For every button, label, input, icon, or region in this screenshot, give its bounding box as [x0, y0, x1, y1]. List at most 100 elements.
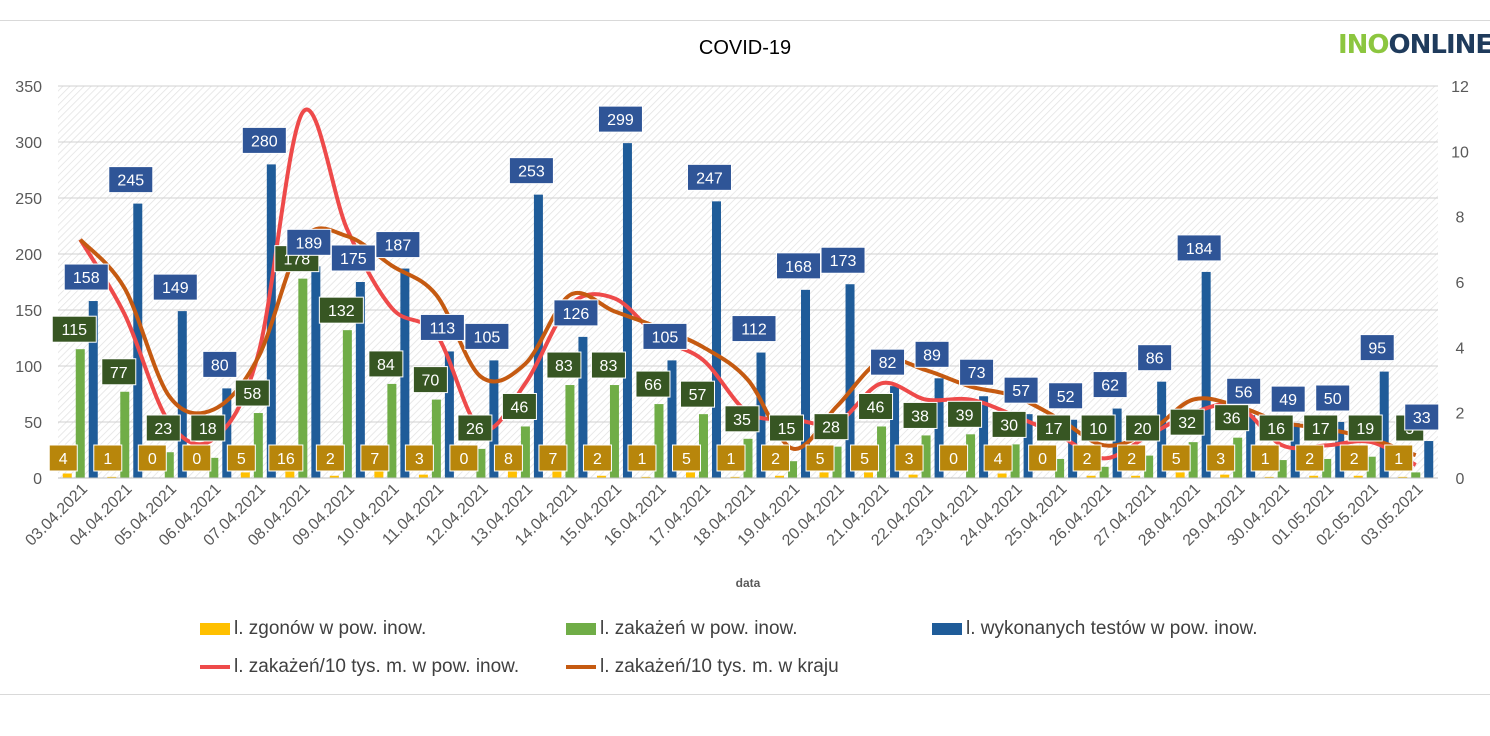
data-label: 5: [682, 451, 691, 468]
data-label-bg: [813, 413, 849, 441]
bar: [756, 352, 766, 478]
data-label: 105: [652, 329, 679, 346]
data-label: 2: [1350, 451, 1359, 468]
data-label-bg: [902, 401, 938, 429]
bar: [1220, 474, 1230, 478]
data-label: 77: [110, 365, 128, 382]
data-label: 4: [59, 451, 68, 468]
data-label-bg: [464, 322, 510, 350]
data-label: 178: [283, 252, 310, 269]
data-label: 149: [162, 280, 189, 297]
data-label: 86: [1146, 351, 1164, 368]
data-label-bg: [226, 444, 256, 472]
data-label-bg: [234, 379, 270, 407]
data-label-bg: [1161, 444, 1191, 472]
data-label-bg: [48, 444, 78, 472]
data-label-bg: [1270, 385, 1306, 413]
bar: [1322, 458, 1332, 478]
bar: [1246, 415, 1256, 478]
bar: [698, 414, 708, 478]
y-tick-label: 150: [15, 303, 42, 320]
data-label-bg: [1214, 404, 1250, 432]
bar: [979, 396, 989, 478]
data-label: 0: [192, 451, 201, 468]
data-label: 126: [563, 306, 590, 323]
data-label-bg: [870, 348, 906, 376]
data-label: 19: [1356, 421, 1374, 438]
data-label: 50: [1324, 391, 1342, 408]
bar: [730, 476, 740, 478]
data-label-bg: [1080, 414, 1116, 442]
bar: [520, 426, 530, 478]
data-label: 1: [638, 451, 647, 468]
data-label: 17: [1312, 421, 1330, 438]
data-label: 113: [430, 320, 456, 337]
data-label: 5: [816, 451, 825, 468]
bar: [685, 472, 695, 478]
data-label: 49: [1279, 392, 1297, 409]
bar: [355, 282, 365, 478]
data-label: 36: [1223, 411, 1241, 428]
chart-legend: l. zgonów w pow. inow. l. zakażeń w pow. …: [0, 612, 1490, 682]
bar: [877, 426, 887, 478]
data-label-bg: [1137, 344, 1173, 372]
data-label-bg: [635, 370, 671, 398]
data-label: 16: [1267, 421, 1285, 438]
bar: [400, 268, 410, 478]
data-label: 187: [385, 238, 412, 255]
bar: [1023, 414, 1033, 478]
bar: [62, 473, 72, 478]
data-label: 2: [593, 451, 602, 468]
legend-key: [566, 665, 596, 669]
data-label-bg: [493, 444, 523, 472]
data-label: 0: [949, 451, 958, 468]
bar: [654, 404, 664, 478]
data-label: 82: [879, 355, 897, 372]
data-label: 245: [117, 173, 144, 190]
data-label-bg: [590, 351, 626, 379]
data-label: 1: [1394, 451, 1403, 468]
bar: [775, 475, 785, 478]
bar: [1099, 466, 1109, 478]
bar: [177, 311, 187, 478]
data-label: 5: [237, 451, 246, 468]
data-label-bg: [145, 414, 181, 442]
data-label-bg: [404, 444, 434, 472]
data-label-bg: [1206, 444, 1236, 472]
data-label-bg: [731, 315, 777, 343]
data-label: 62: [1101, 378, 1119, 395]
data-label: 3: [1216, 451, 1225, 468]
data-label: 115: [62, 322, 88, 339]
data-label-bg: [1315, 384, 1351, 412]
data-label-bg: [1117, 444, 1147, 472]
data-label-bg: [449, 444, 479, 472]
data-label: 58: [243, 386, 261, 403]
data-label: 280: [251, 133, 278, 150]
data-label-bg: [914, 340, 950, 368]
series-line: [78, 226, 1417, 458]
legend-label: l. wykonanych testów w pow. inow.: [966, 618, 1258, 639]
data-label: 2: [1305, 451, 1314, 468]
legend-label: l. zakażeń/10 tys. m. w kraju: [600, 656, 839, 677]
bar: [374, 470, 384, 478]
bar: [921, 435, 931, 478]
data-label: 57: [689, 387, 707, 404]
data-label: 32: [1178, 415, 1196, 432]
bar: [209, 457, 219, 478]
bar: [997, 473, 1007, 478]
bar: [578, 336, 588, 478]
bar: [164, 452, 174, 478]
data-label: 105: [474, 329, 501, 346]
data-label: 35: [733, 412, 751, 429]
bar: [1277, 460, 1287, 478]
data-label-bg: [1226, 377, 1262, 405]
data-label-bg: [1125, 414, 1161, 442]
data-label-bg: [671, 444, 701, 472]
data-label-bg: [268, 444, 304, 472]
bar: [133, 203, 143, 478]
data-label-bg: [286, 228, 332, 256]
data-label-bg: [1169, 408, 1205, 436]
data-label: 184: [1186, 241, 1213, 258]
data-label-bg: [501, 392, 537, 420]
